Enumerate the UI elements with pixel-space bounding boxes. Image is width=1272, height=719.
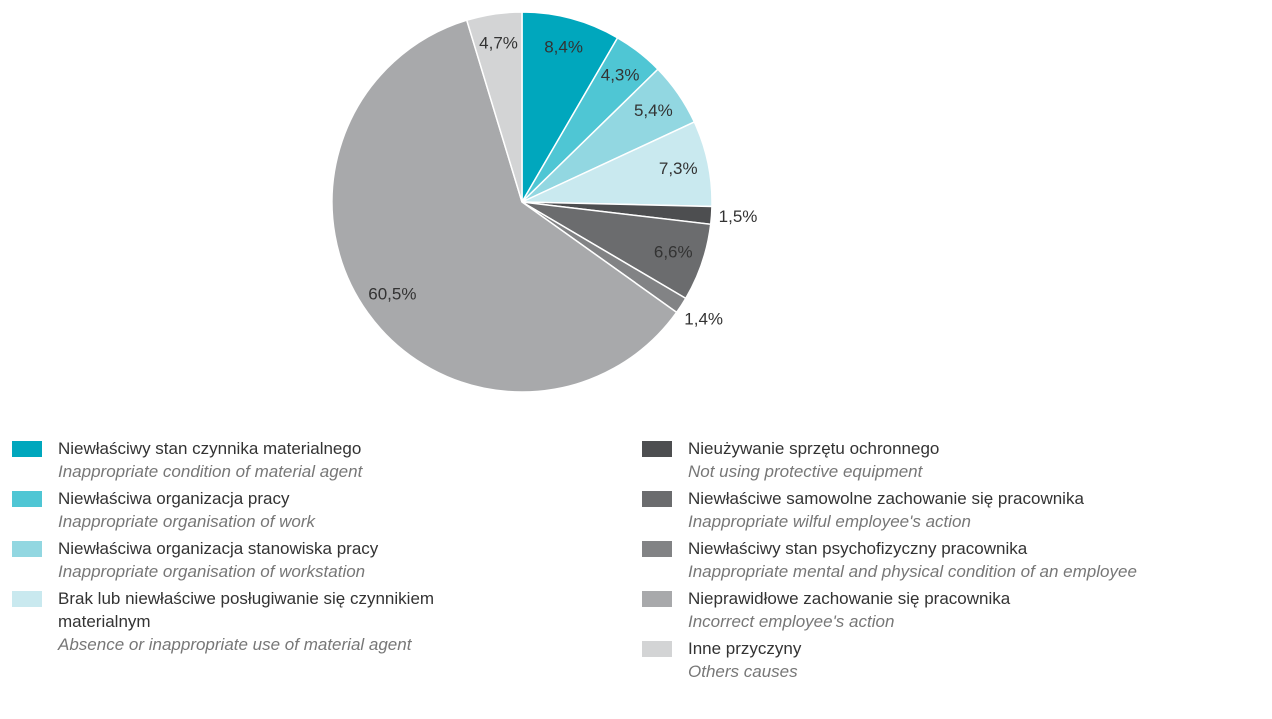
- legend-label: Niewłaściwy stan czynnika materialnego: [58, 439, 362, 458]
- legend-label: Niewłaściwy stan psychofizyczny pracowni…: [688, 539, 1028, 558]
- slice-label: 1,4%: [684, 309, 723, 328]
- chart: 8,4% 4,3% 5,4% 7,3% 1,5% 6,6% 1,4% 60,5% 4,7%: [331, 11, 758, 393]
- legend-text: Niewłaściwa organizacja pracy Inappropria…: [58, 487, 315, 533]
- legend-label: Brak lub niewłaściwe posługiwanie się cz…: [58, 589, 435, 631]
- legend-text: Nieużywanie sprzętu ochronnego Not using …: [688, 437, 939, 483]
- legend-swatch: [12, 441, 42, 457]
- slice-label: 5,4%: [634, 101, 673, 120]
- legend-label-en: Absence or inappropriate use of material…: [58, 635, 412, 654]
- slice-label: 1,5%: [719, 207, 758, 226]
- legend-text: Nieprawidłowe zachowanie się pracownika I…: [688, 587, 1010, 633]
- slice-label: 7,3%: [659, 159, 698, 178]
- legend-text: Niewłaściwy stan psychofizyczny pracowni…: [688, 537, 1137, 583]
- slice-label: 6,6%: [654, 242, 693, 261]
- legend-swatch: [642, 641, 672, 657]
- legend-label-en: Incorrect employee's action: [688, 612, 895, 631]
- legend-label-en: Inappropriate condition of material agen…: [58, 462, 363, 481]
- legend-label-en: Inappropriate organisation of workstatio…: [58, 562, 366, 581]
- legend-label-en: Others causes: [688, 662, 798, 681]
- legend-swatch: [642, 491, 672, 507]
- pie-slice: [331, 19, 678, 393]
- legend-text: Niewłaściwe samowolne zachowanie się pra…: [688, 487, 1084, 533]
- legend-label-en: Not using protective equipment: [688, 462, 923, 481]
- legend-text: Brak lub niewłaściwe posługiwanie się cz…: [58, 587, 458, 656]
- legend-label-en: Inappropriate wilful employee's action: [688, 512, 971, 531]
- legend-swatch: [12, 541, 42, 557]
- legend-label: Inne przyczyny: [688, 639, 802, 658]
- slice-label: 8,4%: [544, 37, 583, 56]
- legend-swatch: [12, 591, 42, 607]
- legend-label: Niewłaściwa organizacja stanowiska pracy: [58, 539, 379, 558]
- slice-label: 4,3%: [601, 66, 640, 85]
- slice-label: 60,5%: [368, 285, 416, 304]
- legend-text: Inne przyczyny Others causes: [688, 637, 801, 683]
- legend-label: Nieprawidłowe zachowanie się pracownika: [688, 589, 1011, 608]
- legend-label-en: Inappropriate mental and physical condit…: [688, 562, 1137, 581]
- legend-text: Niewłaściwa organizacja stanowiska pracy…: [58, 537, 378, 583]
- legend-swatch: [12, 491, 42, 507]
- pie-slice: [465, 11, 523, 203]
- legend-label: Niewłaściwe samowolne zachowanie się pra…: [688, 489, 1084, 508]
- slice-label: 4,7%: [479, 34, 518, 53]
- legend-swatch: [642, 541, 672, 557]
- legend-swatch: [642, 441, 672, 457]
- legend-label: Niewłaściwa organizacja pracy: [58, 489, 290, 508]
- legend-label-en: Inappropriate organisation of work: [58, 512, 316, 531]
- pie-slice: [521, 11, 619, 205]
- legend-label: Nieużywanie sprzętu ochronnego: [688, 439, 940, 458]
- legend-swatch: [642, 591, 672, 607]
- legend-text: Niewłaściwy stan czynnika materialnego In…: [58, 437, 362, 483]
